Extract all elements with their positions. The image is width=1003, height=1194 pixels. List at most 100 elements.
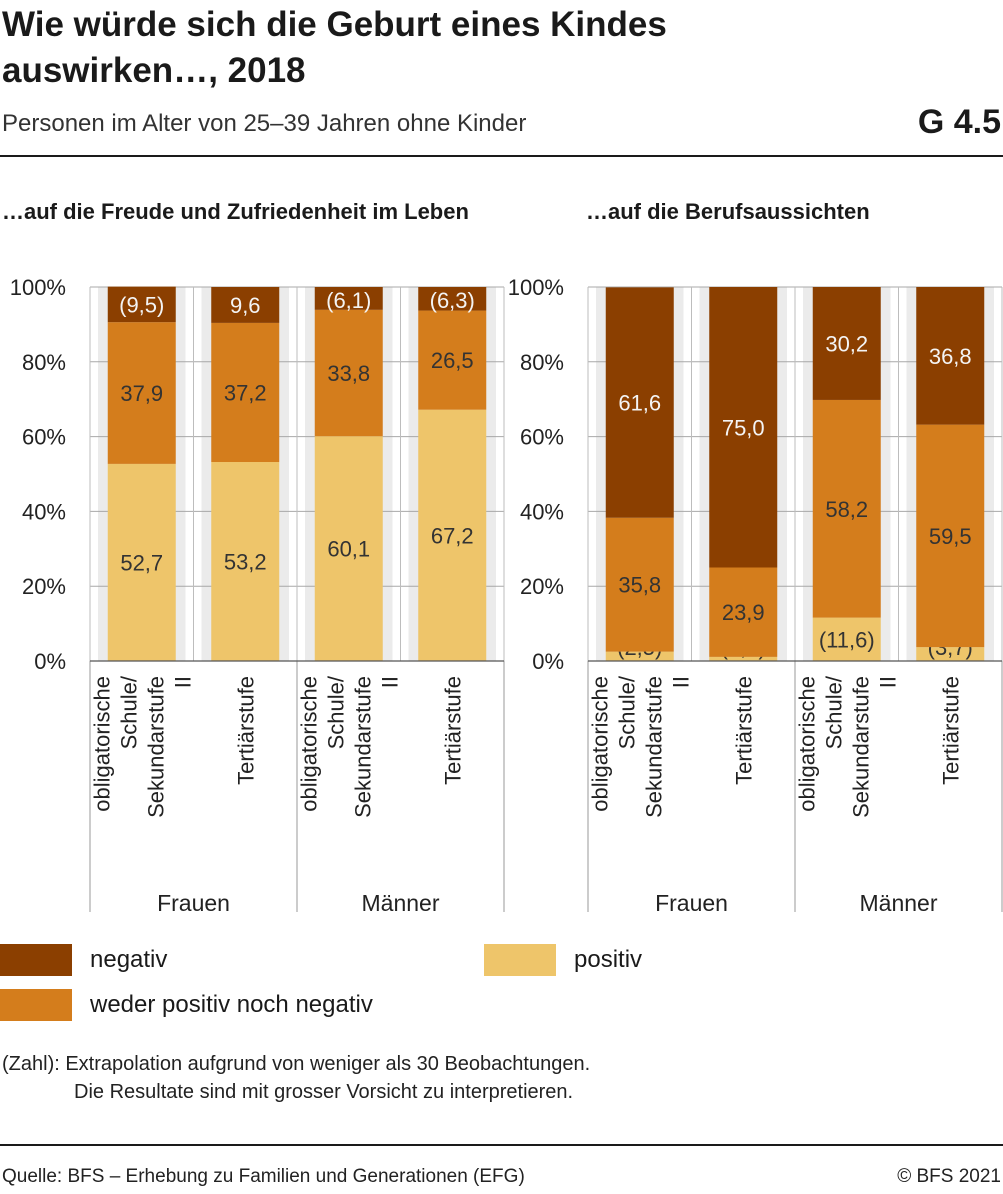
x-category-label: Schule/ [821,675,846,749]
data-label-positiv: 53,2 [224,550,267,575]
x-category-label: II [668,676,693,688]
chart-panel-1: 0% 20% 40% 60% 80% 100% 52,7 37,9 (9,5) 53,2 37,2 9… [10,275,505,916]
y-tick-label: 80% [22,350,66,375]
x-category-label: Tertiärstufe [233,676,258,785]
figure-number: G 4.5 [917,103,1001,141]
x-category-label: II [170,676,195,688]
y-tick-label: 100% [508,275,564,300]
x-category-label: Tertiärstufe [440,676,465,785]
bar-positiv [709,656,778,661]
bar-positiv [418,409,487,661]
data-label-negativ: (6,1) [326,288,371,313]
x-category-label: obligatorische [794,676,819,812]
bar-negativ [709,287,778,568]
footnote-line-2: Die Resultate sind mit grosser Vorsicht … [74,1081,574,1103]
legend-item-negativ: negativ [0,944,167,976]
data-label-negativ: 30,2 [825,331,868,356]
bar-weder [314,309,383,437]
x-category-label: Tertiärstufe [938,676,963,785]
bar-negativ [812,287,881,400]
x-group-label: Männer [362,890,440,916]
charts-svg: 0% 20% 40% 60% 80% 100% 52,7 37,9 (9,5) 53,2 37,2 9… [10,275,1003,916]
bar-positiv [605,651,674,661]
y-tick-label: 40% [520,499,564,524]
x-category-label: Schule/ [614,675,639,749]
x-category-label: Sekundarstufe [848,676,873,818]
y-tick-label: 100% [10,275,66,300]
y-tick-label: 0% [34,649,66,674]
x-category-label: Sekundarstufe [641,676,666,818]
data-label-weder: 37,9 [120,381,163,406]
data-label-negativ: (6,3) [430,288,475,313]
bar-weder [107,322,176,464]
y-tick-label: 0% [532,649,564,674]
data-label-positiv: 67,2 [431,523,474,548]
legend-label-weder: weder positiv noch negativ [90,991,373,1018]
footnote-line-1: (Zahl): Extrapolation aufgrund von wenig… [2,1053,591,1075]
legend-swatch-positiv [484,944,556,976]
legend-swatch-negativ [0,944,72,976]
data-label-weder: 26,5 [431,348,474,373]
bar-negativ [211,287,280,323]
x-category-label: II [875,676,900,688]
bar-weder [211,322,280,463]
bar-negativ [418,287,487,311]
legend-label-negativ: negativ [90,946,168,973]
bar-positiv [314,436,383,661]
data-label-weder: 58,2 [825,497,868,522]
x-group-label: Frauen [157,890,230,916]
chart-panel-2: 0%20%40%60%80%100%(2,5)35,861,6(1,1)23,9… [508,275,1003,916]
y-tick-label: 60% [22,425,66,450]
x-category-label: II [377,676,402,688]
bar-weder [916,424,985,648]
y-tick-label: 60% [520,425,564,450]
y-tick-label: 20% [520,574,564,599]
legend-item-positiv: positiv [484,944,642,976]
copyright-text: © BFS 2021 [897,1166,1001,1187]
header-rule [0,155,1003,157]
bar-positiv [916,647,985,661]
data-label-negativ: 75,0 [722,415,765,440]
data-label-weder: 37,2 [224,380,267,405]
legend-swatch-weder [0,989,72,1021]
footer-rule [0,1144,1003,1146]
bar-positiv [211,462,280,661]
x-group-label: Frauen [655,890,728,916]
bar-negativ [107,286,176,323]
data-label-negativ: (9,5) [119,292,164,317]
x-category-label: Schule/ [323,675,348,749]
bar-weder [709,567,778,657]
bar-weder [605,517,674,652]
bar-negativ [916,287,985,425]
footnote: (Zahl): Extrapolation aufgrund von wenig… [2,1050,590,1106]
y-tick-label: 80% [520,350,564,375]
x-category-label: Schule/ [116,675,141,749]
x-category-label: Sekundarstufe [143,676,168,818]
x-category-label: Sekundarstufe [350,676,375,818]
data-label-negativ: 61,6 [618,391,661,416]
source-text: Quelle: BFS – Erhebung zu Familien und G… [2,1166,525,1187]
x-group-label: Männer [860,890,938,916]
panel-title-right: …auf die Berufsaussichten [586,199,870,224]
bar-weder [812,399,881,618]
x-category-label: obligatorische [89,676,114,812]
bar-positiv [812,617,881,661]
bar-negativ [314,287,383,310]
bar-positiv [107,463,176,661]
legend-label-positiv: positiv [574,946,643,973]
x-category-label: obligatorische [296,676,321,812]
data-label-weder: 35,8 [618,573,661,598]
data-label-weder: 23,9 [722,600,765,625]
x-category-label: Tertiärstufe [731,676,756,785]
panel-title-left: …auf die Freude und Zufriedenheit im Leb… [2,199,469,224]
data-label-positiv: 52,7 [120,550,163,575]
data-label-weder: 33,8 [327,361,370,386]
y-tick-label: 40% [22,499,66,524]
y-tick-label: 20% [22,574,66,599]
data-label-weder: 59,5 [929,524,972,549]
data-label-positiv: (11,6) [819,627,875,652]
legend-item-weder: weder positiv noch negativ [0,989,373,1021]
x-category-label: obligatorische [587,676,612,812]
bar-weder [418,310,487,410]
data-label-negativ: 36,8 [929,344,972,369]
